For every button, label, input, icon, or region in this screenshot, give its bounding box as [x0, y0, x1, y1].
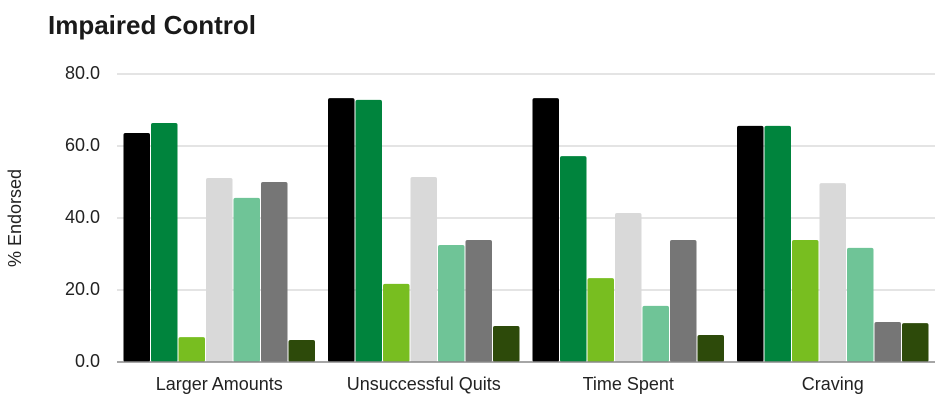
bar [847, 247, 874, 362]
x-tick-label: Time Spent [583, 374, 674, 394]
bar [383, 283, 410, 362]
bar [902, 323, 929, 362]
bar [642, 305, 669, 362]
bar [697, 335, 724, 362]
y-tick-label: 40.0 [65, 207, 100, 227]
bar [233, 197, 260, 362]
bar [178, 337, 205, 362]
bar [465, 239, 492, 362]
bar [328, 98, 355, 363]
y-tick-label: 60.0 [65, 135, 100, 155]
bar [615, 212, 642, 362]
chart-title: Impaired Control [48, 10, 256, 40]
y-axis-label: % Endorsed [5, 169, 25, 267]
bar [206, 178, 233, 362]
bar [874, 322, 901, 362]
bar [737, 125, 764, 362]
x-tick-label: Craving [802, 374, 864, 394]
bar [493, 326, 520, 362]
bar [792, 239, 819, 362]
x-tick-label: Larger Amounts [156, 374, 283, 394]
bar [355, 99, 382, 363]
bar [587, 278, 614, 362]
bar [764, 125, 791, 362]
x-tick-label: Unsuccessful Quits [347, 374, 501, 394]
bar [288, 340, 315, 362]
bar [261, 182, 288, 362]
bar [410, 176, 437, 362]
bar [670, 239, 697, 362]
y-tick-label: 20.0 [65, 279, 100, 299]
bar [123, 133, 150, 362]
bar [151, 122, 178, 363]
bar [819, 183, 846, 362]
bar [532, 98, 559, 363]
bar [438, 245, 465, 362]
y-tick-label: 80.0 [65, 63, 100, 83]
y-tick-label: 0.0 [75, 351, 100, 371]
bar [560, 156, 587, 362]
